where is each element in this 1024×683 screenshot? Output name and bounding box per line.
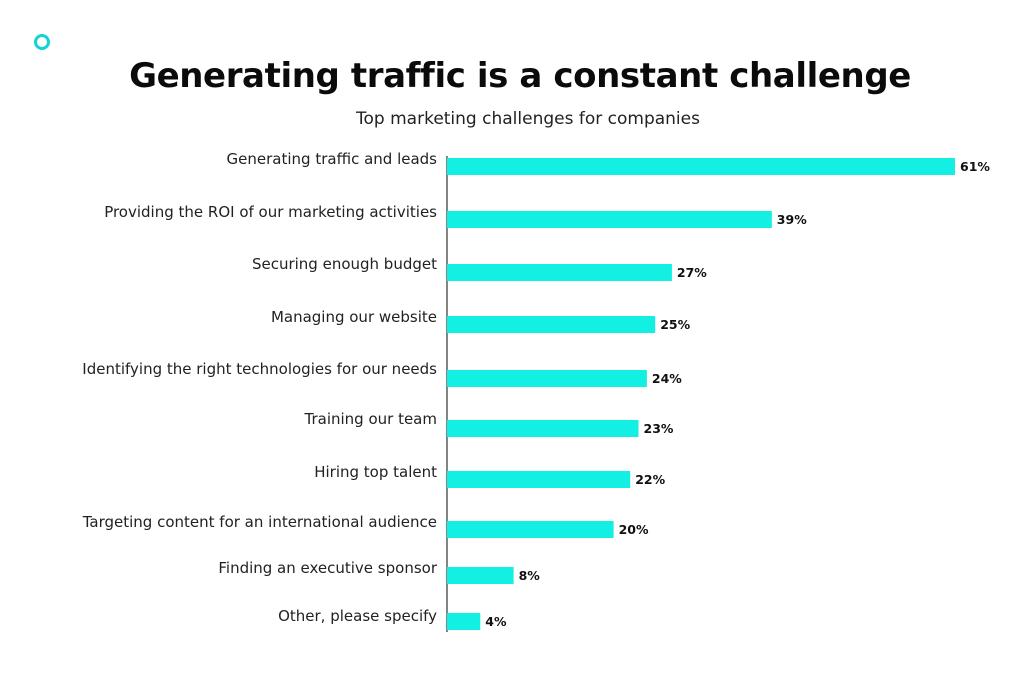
- value-label: 22%: [635, 472, 665, 487]
- category-label: Finding an executive sponsor: [218, 559, 437, 577]
- value-label: 39%: [777, 212, 807, 227]
- value-label: 20%: [619, 522, 649, 537]
- bar: [447, 613, 481, 630]
- category-label: Identifying the right technologies for o…: [82, 360, 437, 378]
- value-label: 24%: [652, 371, 682, 386]
- value-label: 27%: [677, 265, 707, 280]
- bar: [447, 158, 955, 175]
- bar: [447, 567, 514, 584]
- category-label: Training our team: [304, 410, 438, 428]
- category-label: Managing our website: [271, 308, 437, 326]
- category-label: Targeting content for an international a…: [82, 513, 437, 531]
- decorative-ring-icon: [34, 34, 50, 50]
- bars-group: Generating traffic and leads 61% Providing…: [82, 150, 990, 630]
- bar: [447, 370, 647, 387]
- bar: [447, 420, 639, 437]
- bar: [447, 521, 614, 538]
- bar: [447, 264, 672, 281]
- category-label: Providing the ROI of our marketing activ…: [104, 203, 437, 221]
- value-label: 23%: [644, 421, 674, 436]
- category-label: Securing enough budget: [252, 255, 437, 273]
- bar: [447, 471, 631, 488]
- category-label: Hiring top talent: [314, 463, 437, 481]
- chart-subtitle: Top marketing challenges for companies: [356, 109, 700, 129]
- value-label: 8%: [519, 568, 541, 583]
- value-label: 4%: [485, 614, 507, 629]
- category-label: Other, please specify: [278, 607, 437, 625]
- chart-title: Generating traffic is a constant challen…: [129, 56, 911, 96]
- value-label: 25%: [660, 317, 690, 332]
- category-label: Generating traffic and leads: [227, 150, 438, 168]
- bar: [447, 211, 772, 228]
- value-label: 61%: [960, 159, 990, 174]
- bar: [447, 316, 656, 333]
